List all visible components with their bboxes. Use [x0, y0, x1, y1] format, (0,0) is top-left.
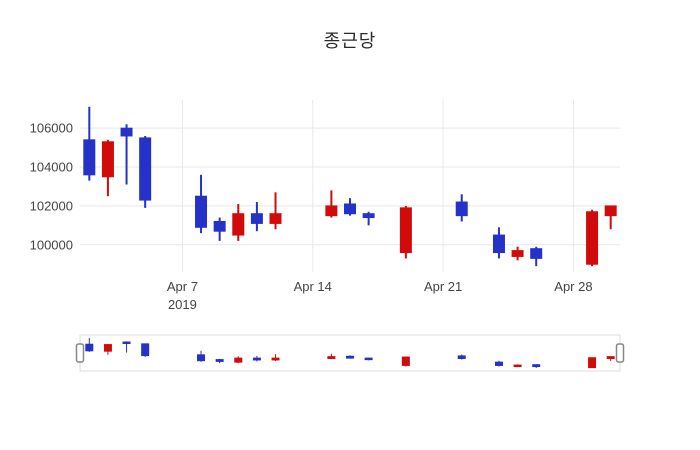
candle-2019-04-22 — [455, 194, 468, 222]
candle-body — [457, 355, 466, 359]
candle-body — [232, 213, 245, 236]
y-axis-tick-label: 106000 — [30, 121, 73, 136]
candle-body — [494, 361, 503, 366]
candle-body — [588, 357, 597, 369]
candle-body — [85, 343, 94, 352]
candle-body — [122, 341, 131, 345]
candle-2019-04-30 — [606, 356, 615, 362]
x-axis-tick-label: Apr 7 — [167, 279, 198, 294]
candle-2019-04-29 — [588, 357, 597, 369]
candle-2019-04-19 — [401, 356, 410, 367]
x-axis-tick-label: Apr 14 — [294, 279, 332, 294]
candle-2019-04-15 — [325, 190, 338, 218]
candle-body — [213, 220, 226, 232]
candle-body — [346, 355, 354, 359]
candle-2019-04-17 — [364, 357, 373, 361]
candle-2019-04-26 — [532, 364, 541, 368]
candle-2019-04-09 — [215, 358, 224, 364]
candle-body — [511, 250, 524, 257]
candle-2019-04-05 — [141, 343, 150, 358]
candle-body — [197, 354, 206, 362]
candle-2019-04-12 — [269, 192, 282, 230]
candle-body — [606, 356, 615, 359]
candle-body — [532, 364, 541, 368]
candle-2019-04-03 — [103, 344, 112, 355]
candle-2019-04-16 — [346, 355, 354, 359]
candle-2019-04-26 — [530, 246, 543, 267]
candle-2019-04-11 — [252, 355, 261, 362]
candle-2019-04-16 — [344, 198, 356, 216]
candle-2019-04-03 — [101, 139, 114, 197]
x-axis-tick-label: Apr 28 — [554, 279, 592, 294]
candle-body — [234, 357, 243, 363]
candle-body — [604, 205, 617, 217]
candle-body — [139, 137, 152, 201]
candle-body — [362, 213, 375, 219]
candle-2019-04-15 — [327, 353, 336, 359]
candle-2019-04-10 — [234, 356, 243, 364]
y-axis-tick-labels: 100000 102000 104000 106000 — [30, 121, 73, 253]
rangeslider[interactable] — [75, 334, 625, 372]
candle-body — [271, 357, 280, 361]
candle-2019-04-25 — [513, 364, 522, 368]
candles — [83, 106, 617, 267]
candle-2019-04-02 — [85, 338, 94, 352]
candle-body — [344, 203, 356, 215]
rangeslider-handle-right[interactable] — [615, 343, 625, 363]
candle-2019-04-30 — [604, 205, 617, 230]
candle-2019-04-08 — [197, 350, 206, 362]
y-axis-tick-label: 100000 — [30, 237, 73, 252]
gridlines — [80, 100, 620, 272]
candle-2019-04-04 — [120, 124, 133, 185]
candle-2019-04-10 — [232, 203, 245, 241]
candle-body — [455, 201, 468, 217]
candle-body — [141, 343, 150, 357]
candle-body — [586, 211, 599, 265]
candle-2019-04-08 — [195, 174, 208, 234]
candle-2019-04-09 — [213, 217, 226, 241]
candle-2019-04-24 — [492, 227, 505, 259]
candle-body — [195, 195, 208, 228]
x-axis-tick-labels: Apr 7 2019 Apr 14 Apr 21 Apr 28 — [167, 279, 593, 312]
plot-drag-area[interactable] — [80, 100, 620, 272]
candle-body — [269, 213, 282, 224]
rangeslider-track[interactable] — [79, 334, 621, 372]
candle-2019-04-02 — [83, 106, 96, 181]
candle-2019-04-25 — [511, 246, 524, 261]
candle-body — [492, 234, 505, 254]
candle-body — [530, 248, 543, 259]
candle-body — [401, 356, 410, 366]
rangeslider-handle-left[interactable] — [75, 343, 85, 363]
candle-body — [325, 205, 338, 217]
candle-body — [327, 356, 336, 359]
candle-2019-04-17 — [362, 211, 375, 226]
candle-2019-04-05 — [139, 135, 152, 208]
x-axis-tick-label: Apr 21 — [424, 279, 462, 294]
candle-body — [215, 359, 224, 362]
candle-2019-04-22 — [457, 354, 466, 360]
chart-title: 종근당 — [324, 31, 377, 51]
candle-2019-04-24 — [494, 360, 503, 367]
candle-2019-04-11 — [250, 202, 263, 232]
candle-body — [120, 127, 133, 137]
candle-body — [364, 357, 373, 361]
candle-body — [513, 364, 522, 368]
candle-body — [250, 213, 263, 224]
candle-body — [252, 357, 261, 361]
y-axis-tick-label: 102000 — [30, 198, 73, 213]
candle-body — [103, 344, 112, 352]
candle-2019-04-04 — [122, 341, 131, 353]
y-axis-tick-label: 104000 — [30, 160, 73, 175]
candle-body — [399, 207, 412, 254]
candle-2019-04-12 — [271, 354, 280, 362]
candle-2019-04-29 — [586, 209, 599, 267]
candle-body — [101, 141, 114, 178]
x-axis-year-label: 2019 — [168, 297, 197, 312]
candle-2019-04-19 — [399, 205, 412, 259]
candle-body — [83, 139, 96, 176]
